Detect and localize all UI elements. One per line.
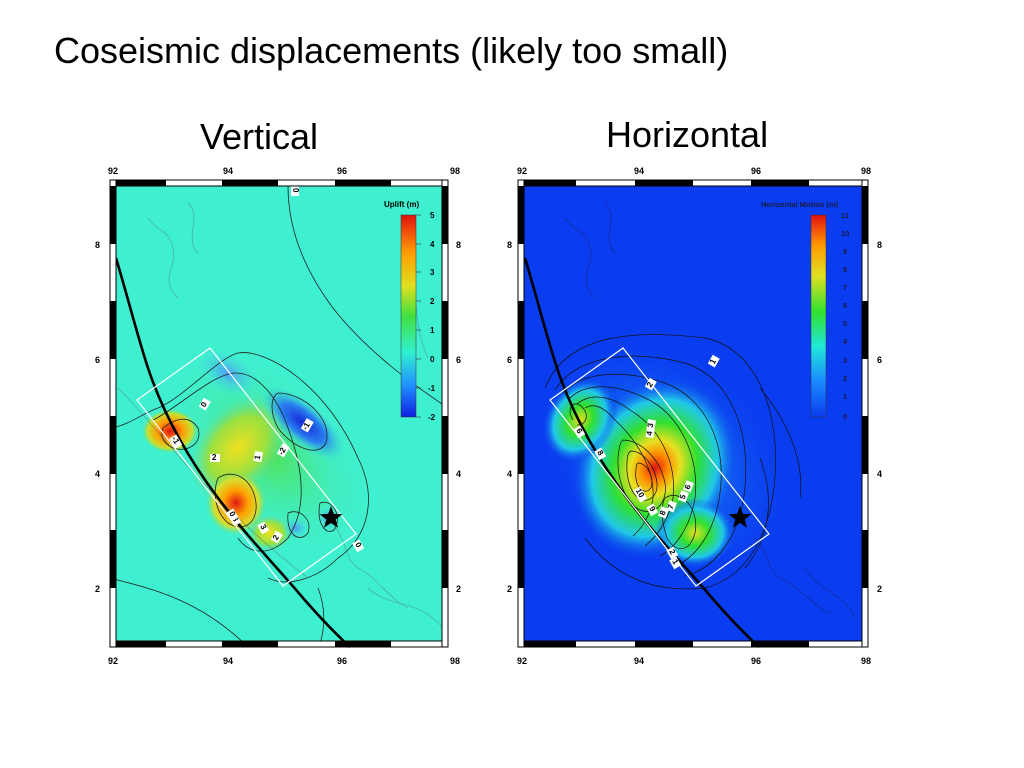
svg-text:6: 6 <box>683 483 693 491</box>
svg-text:1: 1 <box>253 454 263 460</box>
svg-text:4: 4 <box>877 469 882 479</box>
svg-text:9: 9 <box>843 247 847 256</box>
svg-text:94: 94 <box>223 656 233 666</box>
svg-text:98: 98 <box>450 656 460 666</box>
vertical-contours <box>109 185 449 648</box>
svg-text:-1: -1 <box>428 384 436 393</box>
svg-text:11: 11 <box>841 211 849 220</box>
svg-text:5: 5 <box>678 493 688 501</box>
svg-text:96: 96 <box>751 656 761 666</box>
colorbar-label: Uplift (m) <box>384 200 419 209</box>
svg-text:6: 6 <box>574 427 584 436</box>
svg-text:4: 4 <box>430 240 435 249</box>
colorbar-label: Horizontal Motion (m) <box>761 200 839 209</box>
svg-text:4: 4 <box>456 469 461 479</box>
svg-text:4: 4 <box>95 469 100 479</box>
slide-title: Coseismic displacements (likely too smal… <box>54 30 729 71</box>
svg-text:0: 0 <box>430 355 435 364</box>
svg-text:8: 8 <box>595 449 605 458</box>
svg-text:0: 0 <box>353 541 363 550</box>
svg-text:3: 3 <box>430 268 435 277</box>
svg-text:96: 96 <box>337 656 347 666</box>
svg-text:3: 3 <box>646 422 656 428</box>
svg-text:-2: -2 <box>428 413 436 422</box>
svg-text:8: 8 <box>877 240 882 250</box>
svg-text:0: 0 <box>227 510 237 519</box>
svg-text:2: 2 <box>507 584 512 594</box>
svg-text:10: 10 <box>841 229 849 238</box>
svg-text:94: 94 <box>634 656 644 666</box>
svg-text:2: 2 <box>877 584 882 594</box>
svg-text:-1: -1 <box>300 420 312 431</box>
svg-text:4: 4 <box>645 430 655 436</box>
vertical-tick-labels: 92 94 96 98 92 94 96 98 8 6 4 2 8 6 4 2 <box>95 166 461 666</box>
svg-text:0: 0 <box>199 400 209 409</box>
vertical-panel-title: Vertical <box>200 116 319 157</box>
vertical-uplift-field <box>142 345 376 561</box>
svg-text:0: 0 <box>291 188 300 193</box>
horizontal-colorbar: Horizontal Motion (m) 11 10 9 8 7 6 5 4 … <box>761 200 849 421</box>
vertical-colorbar: Uplift (m) 5 4 3 2 1 0 -1 -2 <box>384 200 436 422</box>
svg-text:2: 2 <box>212 453 217 462</box>
svg-text:92: 92 <box>108 166 118 176</box>
trench-line <box>114 257 351 648</box>
horizontal-displacement-map: 1 2 3 4 6 8 10 9 8 7 5 6 2 1 Horizontal … <box>505 158 890 676</box>
fault-plane-outline <box>549 347 770 587</box>
svg-text:6: 6 <box>95 355 100 365</box>
svg-text:8: 8 <box>658 509 668 517</box>
svg-text:4: 4 <box>507 469 512 479</box>
svg-text:2: 2 <box>645 380 655 389</box>
svg-text:2: 2 <box>843 374 847 383</box>
svg-text:7: 7 <box>843 283 847 292</box>
svg-text:8: 8 <box>456 240 461 250</box>
svg-text:94: 94 <box>223 166 233 176</box>
svg-text:3: 3 <box>843 356 847 365</box>
horizontal-tick-labels: 92 94 96 98 92 94 96 98 8 6 4 2 8 6 4 2 <box>507 166 882 666</box>
svg-text:92: 92 <box>517 166 527 176</box>
svg-text:5: 5 <box>843 319 847 328</box>
svg-text:92: 92 <box>517 656 527 666</box>
svg-text:94: 94 <box>634 166 644 176</box>
svg-text:2: 2 <box>456 584 461 594</box>
svg-text:8: 8 <box>95 240 100 250</box>
svg-text:3: 3 <box>230 515 240 524</box>
svg-text:3: 3 <box>258 523 268 532</box>
vertical-displacement-map: 0 0 0 1 2 -1 -2 -1 3 2 3 0 Uplift (m) 5 … <box>88 158 470 676</box>
svg-text:2: 2 <box>271 533 281 542</box>
svg-text:98: 98 <box>861 166 871 176</box>
horizontal-coastlines <box>564 202 856 619</box>
svg-text:8: 8 <box>507 240 512 250</box>
vertical-map-frame <box>109 179 449 648</box>
svg-text:98: 98 <box>861 656 871 666</box>
horizontal-map-frame <box>517 179 869 648</box>
horizontal-panel-title: Horizontal <box>606 114 769 155</box>
svg-text:8: 8 <box>843 265 847 274</box>
svg-text:1: 1 <box>670 558 680 567</box>
svg-text:98: 98 <box>450 166 460 176</box>
svg-text:1: 1 <box>708 357 718 366</box>
svg-text:6: 6 <box>877 355 882 365</box>
svg-text:6: 6 <box>507 355 512 365</box>
epicenter-star-icon <box>319 506 343 528</box>
svg-text:0: 0 <box>843 412 847 421</box>
svg-text:92: 92 <box>108 656 118 666</box>
epicenter-star-icon <box>728 506 752 528</box>
horizontal-contour-labels: 1 2 3 4 6 8 10 9 8 7 5 6 2 1 <box>573 354 720 570</box>
svg-text:-2: -2 <box>276 445 288 456</box>
svg-text:4: 4 <box>843 337 848 346</box>
svg-text:7: 7 <box>666 503 676 511</box>
vertical-contour-labels: 0 0 0 1 2 -1 -2 -1 3 2 3 0 <box>169 186 365 553</box>
svg-text:5: 5 <box>430 211 435 220</box>
svg-text:2: 2 <box>667 548 677 557</box>
svg-text:1: 1 <box>430 326 435 335</box>
svg-text:1: 1 <box>843 392 847 401</box>
svg-text:9: 9 <box>647 505 657 514</box>
svg-text:96: 96 <box>751 166 761 176</box>
svg-text:-1: -1 <box>170 435 182 446</box>
svg-text:2: 2 <box>95 584 100 594</box>
svg-text:2: 2 <box>430 297 435 306</box>
svg-text:96: 96 <box>337 166 347 176</box>
svg-text:6: 6 <box>843 301 847 310</box>
svg-text:6: 6 <box>456 355 461 365</box>
